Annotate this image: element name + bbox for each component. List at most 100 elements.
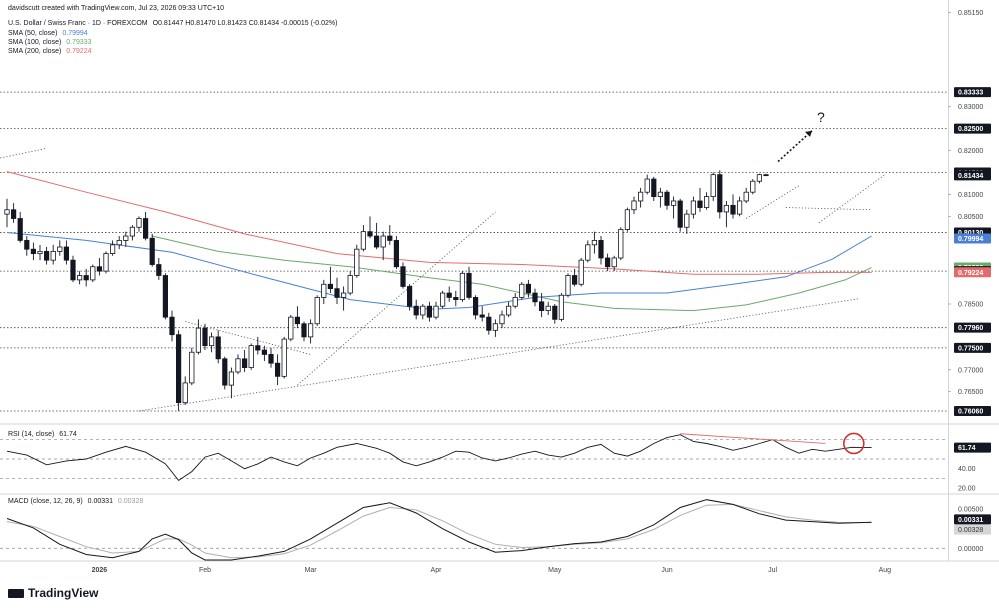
candle-up (439, 292, 446, 307)
candle-up (690, 200, 697, 215)
time-axis-tick-label: May (548, 567, 562, 574)
macd-value-badge (954, 514, 991, 525)
price-level-badge-text: 0.82500 (958, 126, 983, 133)
candle-up (136, 218, 142, 228)
candle-down (162, 275, 168, 318)
macd-axis-tick-label: 0.00500 (958, 507, 983, 514)
candle-down (17, 218, 23, 241)
candle-down (387, 235, 393, 241)
price-level-badge (954, 342, 991, 353)
candle-up (354, 248, 360, 276)
candle-up (512, 297, 518, 307)
candle-down (70, 259, 76, 281)
candle-up (519, 283, 525, 298)
candle-down (598, 240, 604, 259)
time-axis-tick-label: Jul (768, 567, 777, 574)
symbol-title: U.S. Dollar / Swiss Franc · 1D · FOREXCO… (8, 20, 148, 27)
rsi-legend-label[interactable]: RSI (14, close) (8, 431, 55, 438)
candle-up (710, 174, 716, 197)
price-axis-tick-label: 0.78500 (958, 302, 983, 309)
candle-down (605, 257, 611, 268)
macd-legend-value: 0.00331 (87, 498, 113, 505)
candle-down (539, 301, 545, 311)
candle-up (704, 196, 710, 208)
price-level-badge-text: 0.77500 (958, 345, 983, 352)
candle-up (433, 305, 439, 318)
tradingview-logo-text: TradingView (28, 586, 99, 600)
candle-down (24, 240, 30, 250)
candle-up (492, 323, 499, 331)
rsi-axis-tick-label: 40.00 (958, 466, 976, 473)
candle-down (202, 327, 208, 347)
candle-up (110, 244, 116, 254)
macd-line (6, 499, 872, 561)
candle-down (169, 316, 175, 336)
trendline (297, 211, 496, 386)
candle-up (307, 323, 314, 338)
trendline (138, 298, 859, 412)
candle-down (294, 316, 301, 325)
price-level-badge-text: 0.79224 (958, 270, 983, 277)
price-level-badge-text: 0.81434 (958, 173, 983, 180)
rsi-divergence-line (680, 433, 826, 444)
candle-up (644, 178, 650, 193)
price-level-badge-text: 0.83333 (958, 90, 983, 97)
candle-down (261, 349, 268, 355)
candle-up (565, 275, 571, 296)
candle-up (638, 191, 644, 202)
sma50-legend-value: 0.79994 (62, 30, 88, 37)
candle-down (96, 266, 102, 272)
candle-down (255, 345, 261, 351)
projection-arrowhead (805, 130, 812, 137)
sma200-legend-label[interactable]: SMA (200, close) (8, 48, 62, 55)
sma50-legend-label[interactable]: SMA (50, close) (8, 30, 58, 37)
price-axis-tick-label: 0.77000 (958, 367, 983, 374)
candle-up (750, 180, 756, 193)
candle-up (116, 240, 122, 246)
time-axis-tick-label: Jun (661, 567, 672, 574)
rsi-axis-tick-label: 20.00 (958, 486, 976, 493)
candle-up (129, 226, 135, 237)
candle-down (400, 266, 406, 287)
candle-down (301, 323, 307, 338)
candle-down (413, 305, 419, 316)
price-axis-tick-label: 0.85150 (958, 10, 983, 17)
candle-up (182, 382, 188, 404)
candle-down (446, 292, 452, 298)
sma100-legend-label[interactable]: SMA (100, close) (8, 39, 62, 46)
candle-up (90, 266, 96, 281)
candle-up (235, 358, 241, 373)
candle-up (631, 200, 637, 211)
candle-down (393, 240, 400, 268)
price-level-badge (954, 267, 991, 278)
price-level-badge (954, 87, 991, 98)
tradingview-logo[interactable]: TradingView (8, 586, 98, 600)
candle-up (756, 174, 763, 182)
candle-down (651, 178, 657, 197)
macd-legend-label[interactable]: MACD (close, 12, 26, 9) (8, 498, 83, 505)
candle-down (268, 354, 274, 364)
candle-down (10, 209, 17, 219)
candle-up (4, 209, 10, 215)
projection-question-mark: ? (817, 109, 825, 125)
price-axis-tick-label: 0.76500 (958, 389, 983, 396)
projection-arrow (777, 130, 813, 163)
sma200-line (6, 171, 872, 275)
price-level-badge-text: 0.76060 (958, 408, 983, 415)
candle-up (737, 200, 743, 215)
price-level-badge-text: 0.79994 (958, 236, 983, 243)
rsi-highlight-circle (842, 432, 865, 455)
rsi-line (6, 434, 872, 482)
candle-down (730, 204, 736, 215)
candle-up (248, 345, 254, 368)
candle-up (314, 297, 320, 325)
candle-down (142, 218, 149, 239)
price-level-badge (954, 123, 991, 134)
candle-up (618, 229, 624, 259)
candle-up (591, 240, 598, 246)
candle-down (466, 272, 472, 298)
time-axis-tick-label: Feb (199, 567, 211, 574)
price-axis-tick-label: 0.80500 (958, 214, 983, 221)
rsi-legend-value: 61.74 (59, 431, 77, 438)
